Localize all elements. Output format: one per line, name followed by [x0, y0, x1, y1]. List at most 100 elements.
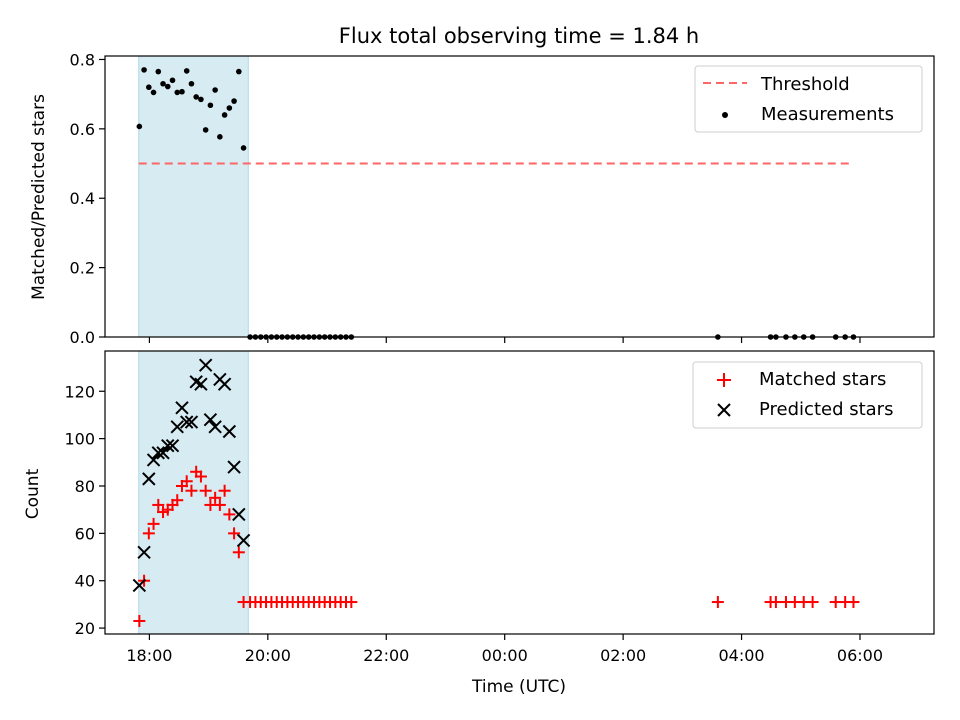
- y-tick-label: 0.4: [70, 189, 95, 208]
- data-point: [198, 96, 204, 103]
- data-point: [202, 127, 209, 133]
- ratio-legend: Threshold Measurements: [694, 65, 923, 133]
- ratio-panel: 0.00.20.40.60.8 Matched/Predicted stars …: [29, 50, 935, 347]
- data-point: [147, 517, 160, 530]
- y-tick-label: 120: [64, 382, 95, 401]
- data-point: [183, 68, 190, 74]
- count-legend: Matched stars Predicted stars: [692, 361, 923, 429]
- data-point: [221, 112, 228, 118]
- data-point: [203, 412, 218, 427]
- y-tick-label: 20: [75, 619, 95, 638]
- data-point: [184, 415, 199, 429]
- x-tick-label: 02:00: [600, 646, 646, 665]
- y-tick-label: 0.8: [70, 50, 95, 69]
- data-point: [150, 89, 157, 96]
- data-point: [222, 424, 237, 439]
- data-point: [231, 98, 237, 104]
- chart-title: Flux total observing time = 1.84 h: [339, 24, 699, 48]
- data-point: [217, 377, 232, 391]
- count-y-axis-label: Count: [23, 468, 43, 519]
- data-point: [185, 484, 198, 497]
- legend-predicted-swatch: [717, 403, 731, 417]
- data-point: [207, 102, 214, 109]
- legend-threshold-label: Threshold: [760, 74, 850, 95]
- count-x-axis-label: Time (UTC): [471, 677, 566, 697]
- data-point: [194, 377, 208, 391]
- data-point: [236, 533, 251, 548]
- data-point: [236, 68, 242, 75]
- data-point: [199, 484, 212, 497]
- data-point: [193, 94, 199, 100]
- y-tick-label: 0.2: [70, 259, 95, 278]
- y-tick-label: 60: [75, 524, 95, 543]
- legend-matched-swatch: [717, 373, 731, 387]
- data-point: [164, 83, 171, 90]
- y-tick-label: 40: [75, 572, 95, 591]
- y-tick-label: 0.6: [70, 120, 95, 139]
- data-point: [217, 134, 223, 140]
- ratio-marks: [136, 67, 857, 340]
- legend-measurements-swatch: [722, 112, 728, 118]
- data-point: [174, 89, 181, 96]
- data-point: [806, 596, 819, 609]
- ratio-y-axis-label: Matched/Predicted stars: [29, 94, 49, 300]
- ratio-axes-frame: [104, 55, 935, 338]
- y-tick-label: 80: [75, 477, 95, 496]
- data-point: [171, 494, 184, 507]
- data-point: [194, 470, 207, 483]
- x-tick-label: 18:00: [126, 646, 172, 665]
- ratio-legend-box: [694, 65, 923, 133]
- data-point: [240, 145, 247, 151]
- data-point: [170, 420, 184, 434]
- count-x-axis: 18:00 20:00 22:00 00:00 02:00 04:00 06:00: [126, 634, 883, 665]
- data-point: [209, 491, 222, 504]
- data-point: [232, 507, 246, 522]
- data-point: [188, 80, 195, 87]
- count-panel: 20 40 60 80 100 120 18:00 20:00 22:00 00:00 02:00…: [23, 350, 935, 697]
- data-point: [212, 87, 218, 93]
- data-point: [160, 80, 166, 87]
- data-point: [226, 105, 233, 111]
- count-y-axis: 20 40 60 80 100 120: [64, 382, 105, 638]
- data-point: [146, 84, 152, 91]
- data-point: [152, 498, 165, 511]
- data-point: [169, 77, 176, 84]
- data-point: [133, 614, 146, 627]
- data-point: [156, 446, 170, 460]
- ratio-y-axis: 0.0 0.2 0.4 0.6 0.8: [70, 50, 105, 347]
- data-point: [136, 123, 143, 130]
- legend-measurements-label: Measurements: [761, 104, 894, 125]
- x-tick-label: 00:00: [482, 646, 528, 665]
- series-predicted-stars: [132, 358, 251, 593]
- data-point: [142, 472, 156, 486]
- data-point: [228, 527, 241, 540]
- data-point: [232, 546, 245, 559]
- legend-matched-label: Matched stars: [759, 369, 886, 390]
- data-point: [165, 439, 180, 453]
- data-point: [161, 439, 175, 453]
- data-point: [847, 596, 860, 609]
- data-point: [141, 67, 147, 73]
- data-point: [213, 498, 226, 511]
- data-point: [146, 453, 161, 467]
- x-tick-label: 06:00: [837, 646, 883, 665]
- data-point: [155, 68, 162, 75]
- y-tick-label: 100: [64, 430, 95, 449]
- data-point: [227, 460, 241, 474]
- data-point: [345, 596, 358, 609]
- data-point: [132, 578, 147, 593]
- data-point: [142, 527, 155, 540]
- count-marks: [132, 358, 860, 627]
- count-axes-frame: [104, 350, 935, 635]
- x-tick-label: 04:00: [718, 646, 764, 665]
- data-point: [179, 88, 185, 95]
- x-tick-label: 22:00: [363, 646, 409, 665]
- y-tick-label: 0.0: [70, 328, 95, 347]
- x-tick-label: 20:00: [245, 646, 291, 665]
- data-point: [175, 401, 189, 415]
- series-matched-stars: [133, 465, 860, 627]
- data-point: [769, 596, 782, 609]
- ratio-x-axis: [148, 337, 861, 343]
- data-point: [223, 508, 236, 521]
